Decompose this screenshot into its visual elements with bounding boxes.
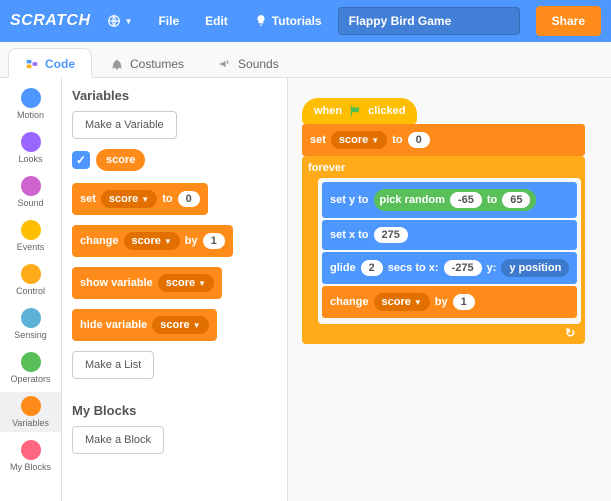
script-workspace[interactable]: when clicked set score▼ to 0 forever set… <box>288 78 611 501</box>
category-label: Control <box>16 286 45 296</box>
variable-dropdown[interactable]: score▼ <box>331 131 387 149</box>
block-show-variable[interactable]: show variable score▼ <box>72 267 222 299</box>
block-glide[interactable]: glide 2 secs to x: -275 y: y position <box>322 252 577 284</box>
share-button[interactable]: Share <box>536 6 601 36</box>
variable-dropdown[interactable]: score▼ <box>124 232 180 250</box>
number-input[interactable]: 1 <box>453 294 475 310</box>
myblocks-heading: My Blocks <box>72 403 277 418</box>
variables-heading: Variables <box>72 88 277 103</box>
tab-sounds-label: Sounds <box>238 57 279 71</box>
code-icon <box>25 57 39 71</box>
make-list-button[interactable]: Make a List <box>72 351 154 379</box>
category-operators[interactable]: Operators <box>0 348 61 388</box>
lightbulb-icon <box>254 14 268 28</box>
number-input[interactable]: 0 <box>178 191 200 207</box>
category-sound[interactable]: Sound <box>0 172 61 212</box>
category-my-blocks[interactable]: My Blocks <box>0 436 61 476</box>
number-input[interactable]: 1 <box>203 233 225 249</box>
category-events[interactable]: Events <box>0 216 61 256</box>
category-dot-icon <box>21 264 41 284</box>
variable-dropdown[interactable]: score▼ <box>158 274 214 292</box>
category-label: Sensing <box>14 330 47 340</box>
globe-icon <box>107 14 121 28</box>
block-set-variable[interactable]: set score▼ to 0 <box>302 124 585 156</box>
project-title-input[interactable] <box>338 7 520 35</box>
menubar: SCRATCH ▼ File Edit Tutorials Share <box>0 0 611 42</box>
number-input[interactable]: 0 <box>408 132 430 148</box>
number-input[interactable]: -65 <box>450 192 482 208</box>
category-dot-icon <box>21 88 41 108</box>
category-looks[interactable]: Looks <box>0 128 61 168</box>
tab-costumes-label: Costumes <box>130 57 184 71</box>
block-change-variable[interactable]: change score▼ by 1 <box>72 225 233 257</box>
block-set-x[interactable]: set x to 275 <box>322 220 577 250</box>
block-set-variable[interactable]: set score▼ to 0 <box>72 183 208 215</box>
category-dot-icon <box>21 220 41 240</box>
forever-body: set y to pick random -65 to 65 set x to … <box>318 178 581 324</box>
green-flag-icon <box>348 104 362 118</box>
number-input[interactable]: 2 <box>361 260 383 276</box>
category-motion[interactable]: Motion <box>0 84 61 124</box>
variable-dropdown[interactable]: score▼ <box>152 316 208 334</box>
variable-checkbox[interactable]: ✓ <box>72 151 90 169</box>
variable-dropdown[interactable]: score▼ <box>374 293 430 311</box>
category-column: Motion Looks Sound Events Control Sensing Oper… <box>0 78 62 501</box>
category-dot-icon <box>21 352 41 372</box>
menu-edit[interactable]: Edit <box>195 8 238 34</box>
variable-row: ✓ score <box>72 149 277 171</box>
category-label: Motion <box>17 110 44 120</box>
tab-code[interactable]: Code <box>8 48 92 78</box>
language-menu[interactable]: ▼ <box>97 8 143 34</box>
block-forever[interactable]: forever set y to pick random -65 to 65 s… <box>302 156 585 344</box>
menu-tutorials[interactable]: Tutorials <box>244 8 332 34</box>
loop-arrow-icon: ↻ <box>308 326 581 340</box>
category-dot-icon <box>21 308 41 328</box>
category-dot-icon <box>21 176 41 196</box>
block-change-variable[interactable]: change score▼ by 1 <box>322 286 577 318</box>
tab-sounds[interactable]: Sounds <box>202 49 295 77</box>
category-sensing[interactable]: Sensing <box>0 304 61 344</box>
chevron-down-icon: ▼ <box>125 17 133 26</box>
number-input[interactable]: 275 <box>374 227 408 243</box>
block-set-y[interactable]: set y to pick random -65 to 65 <box>322 182 577 218</box>
costumes-icon <box>110 57 124 71</box>
number-input[interactable]: 65 <box>502 192 530 208</box>
category-variables[interactable]: Variables <box>0 392 61 432</box>
category-control[interactable]: Control <box>0 260 61 300</box>
scratch-logo[interactable]: SCRATCH <box>10 12 91 30</box>
category-label: Variables <box>12 418 49 428</box>
category-dot-icon <box>21 440 41 460</box>
blocks-palette: Variables Make a Variable ✓ score set sc… <box>62 78 288 501</box>
make-block-button[interactable]: Make a Block <box>72 426 164 454</box>
category-dot-icon <box>21 396 41 416</box>
category-label: My Blocks <box>10 462 51 472</box>
tab-costumes[interactable]: Costumes <box>94 49 200 77</box>
tab-code-label: Code <box>45 57 75 71</box>
menu-tutorials-label: Tutorials <box>272 14 322 28</box>
number-input[interactable]: -275 <box>444 260 482 276</box>
reporter-y-position[interactable]: y position <box>501 259 569 277</box>
variable-dropdown[interactable]: score▼ <box>101 190 157 208</box>
category-label: Events <box>17 242 45 252</box>
category-label: Sound <box>17 198 43 208</box>
block-hide-variable[interactable]: hide variable score▼ <box>72 309 217 341</box>
category-dot-icon <box>21 132 41 152</box>
menu-file[interactable]: File <box>148 8 189 34</box>
block-when-flag-clicked[interactable]: when clicked <box>302 98 417 124</box>
category-label: Operators <box>10 374 50 384</box>
make-variable-button[interactable]: Make a Variable <box>72 111 177 139</box>
script-stack[interactable]: when clicked set score▼ to 0 forever set… <box>302 98 585 344</box>
variable-reporter[interactable]: score <box>96 149 145 171</box>
tabs-row: Code Costumes Sounds <box>0 42 611 78</box>
category-label: Looks <box>18 154 42 164</box>
main-area: Motion Looks Sound Events Control Sensing Oper… <box>0 78 611 501</box>
sounds-icon <box>218 57 232 71</box>
block-pick-random[interactable]: pick random -65 to 65 <box>374 189 537 211</box>
